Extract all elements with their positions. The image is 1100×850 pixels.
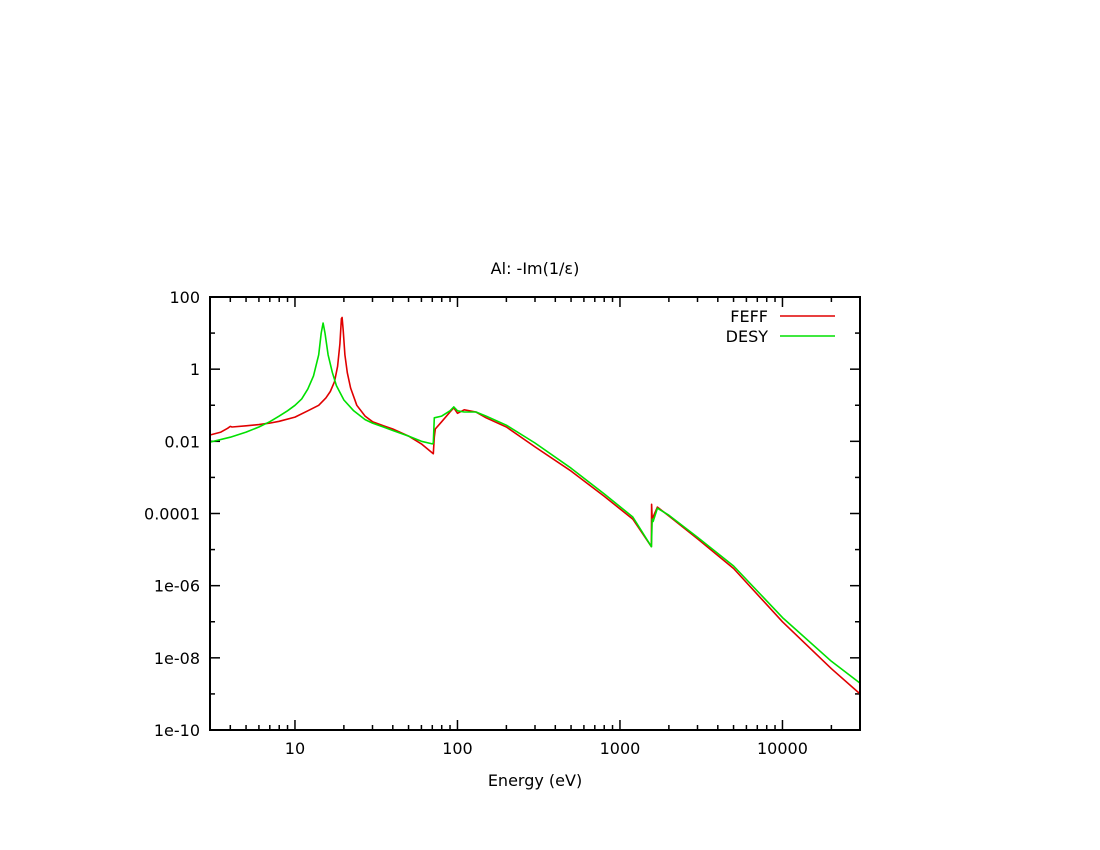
x-axis-label: Energy (eV) [488,771,582,790]
x-tick-label: 100 [442,739,473,758]
plot-frame [209,296,861,731]
y-tick-label: 1 [190,360,200,379]
series-layer [209,316,861,695]
legend-label: DESY [726,327,769,346]
series-line-desy [209,322,861,684]
y-tick-label: 100 [169,288,200,307]
y-tick-label: 1e-06 [154,577,200,596]
y-tick-label: 1e-08 [154,649,200,668]
x-tick-label: 10000 [757,739,808,758]
y-tick-label: 0.01 [164,432,200,451]
series-line-feff [209,316,861,695]
y-tick-label: 1e-10 [154,721,200,740]
y-tick-label: 0.0001 [144,505,200,524]
legend-label: FEFF [730,307,768,326]
x-tick-label: 1000 [600,739,641,758]
axis-ticks: 10 100 1000 10000 100 1 0.01 0.0001 1e-06 1e-08 1e… [144,288,860,758]
chart-title: Al: -Im(1/ε) [491,259,580,278]
x-tick-label: 10 [285,739,305,758]
